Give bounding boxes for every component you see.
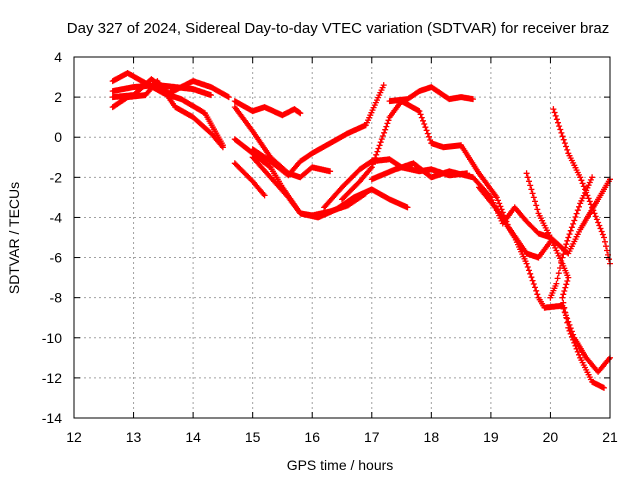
y-tick-label: -8 xyxy=(50,290,63,306)
series-track-8 xyxy=(231,160,268,199)
x-tick-label: 18 xyxy=(424,429,440,445)
x-axis-label: GPS time / hours xyxy=(287,457,394,473)
data-series xyxy=(109,70,613,391)
x-tick-label: 13 xyxy=(126,429,142,445)
series-track-18 xyxy=(547,174,596,301)
grid xyxy=(74,57,610,418)
y-tick-label: -6 xyxy=(50,250,63,266)
y-tick-label: -12 xyxy=(42,370,62,386)
y-tick-label: -2 xyxy=(50,169,63,185)
x-tick-label: 19 xyxy=(483,429,499,445)
series-track-17 xyxy=(550,106,613,267)
x-tick-label: 14 xyxy=(185,429,201,445)
y-tick-label: 4 xyxy=(54,49,62,65)
series-track-9 xyxy=(249,154,369,219)
series-track-5 xyxy=(231,98,304,119)
x-tick-label: 16 xyxy=(304,429,320,445)
plus-markers-track-12 xyxy=(339,98,554,261)
y-tick-label: -10 xyxy=(42,330,62,346)
x-tick-label: 20 xyxy=(543,429,559,445)
plus-markers-track-9 xyxy=(249,154,369,219)
plot-frame xyxy=(73,56,611,419)
plus-markers-track-16 xyxy=(523,170,607,391)
x-tick-label: 17 xyxy=(364,429,380,445)
x-tick-label: 12 xyxy=(66,429,82,445)
plus-markers-track-18 xyxy=(547,174,596,301)
y-axis-label: SDTVAR / TECUs xyxy=(6,182,22,294)
series-track-13 xyxy=(386,84,476,105)
plus-markers-track-5 xyxy=(231,98,304,119)
plus-markers-track-13 xyxy=(386,84,476,105)
plus-markers-track-10 xyxy=(249,82,387,179)
series-track-4 xyxy=(109,78,226,151)
x-tick-label: 15 xyxy=(245,429,261,445)
series-track-16 xyxy=(523,170,607,391)
series-track-1 xyxy=(109,70,226,149)
axis-ticks: 12 13 14 15 16 17 18 19 20 21 -14 -12 -10 -8 -6 -4 -2 0 2 4 xyxy=(42,49,618,445)
chart-title: Day 327 of 2024, Sidereal Day-to-day VTE… xyxy=(67,20,609,37)
plus-markers-track-8 xyxy=(231,160,268,199)
x-tick-label: 21 xyxy=(602,429,618,445)
plus-markers-track-17 xyxy=(550,106,613,267)
y-tick-label: 2 xyxy=(54,89,62,105)
series-track-12 xyxy=(339,98,554,261)
plus-markers-track-1 xyxy=(109,70,226,149)
y-tick-label: 0 xyxy=(54,129,62,145)
y-tick-label: -4 xyxy=(50,209,63,225)
plus-markers-track-4 xyxy=(109,78,226,151)
series-track-10 xyxy=(249,82,387,179)
y-tick-label: -14 xyxy=(42,410,62,426)
